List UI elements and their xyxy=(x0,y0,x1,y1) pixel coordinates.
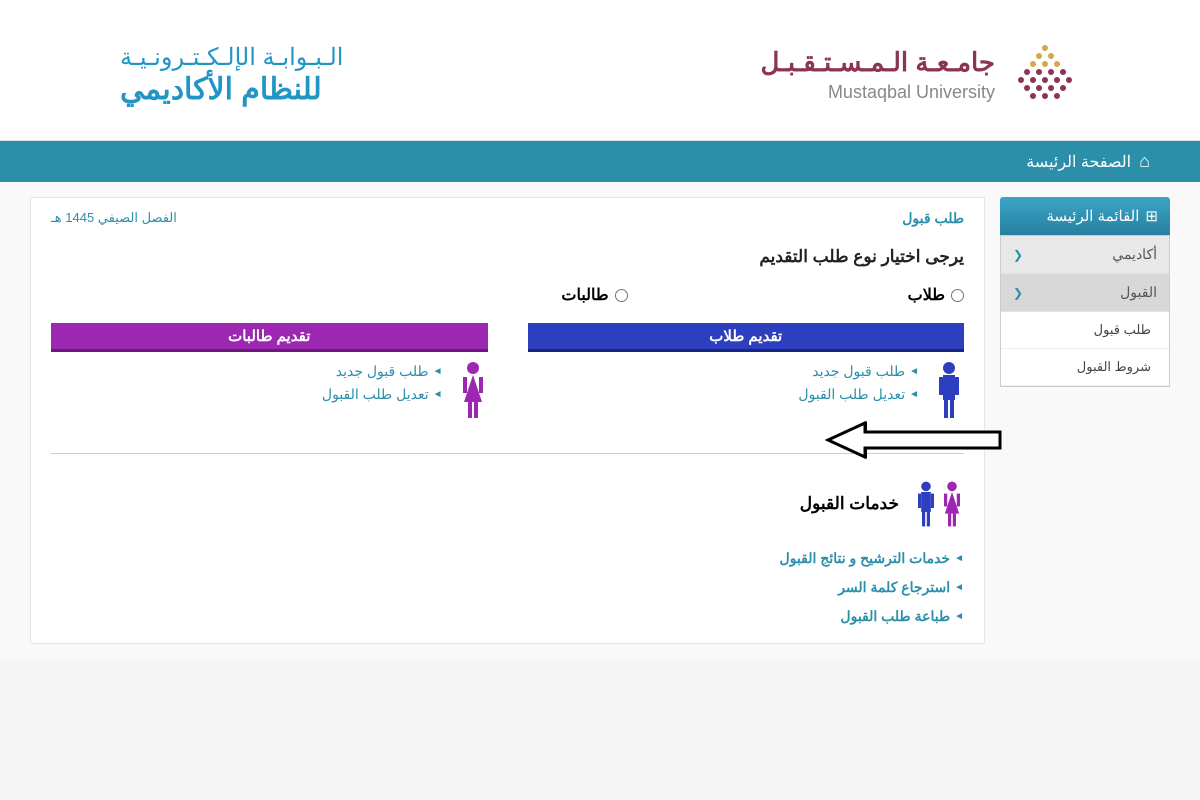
link-new-request-male[interactable]: ◄ طلب قبول جديد xyxy=(528,360,920,383)
portal-line1: الـبـوابـة الإلـكـتـرونـيـة xyxy=(120,43,343,72)
portal-line2: للنظام الأكاديمي xyxy=(120,72,343,107)
arrow-icon: ◄ xyxy=(433,366,443,377)
arrow-icon: ◄ xyxy=(909,389,919,400)
service-link-password[interactable]: ◄ استرجاع كلمة السر xyxy=(51,573,964,602)
sitemap-icon: ⊞ xyxy=(1145,207,1158,225)
radio-female-input[interactable] xyxy=(615,289,628,302)
arrow-icon: ◄ xyxy=(954,582,964,593)
portal-title: الـبـوابـة الإلـكـتـرونـيـة للنظام الأكا… xyxy=(120,43,343,107)
chevron-down-icon: ❮ xyxy=(1013,286,1023,300)
chevron-left-icon: ❮ xyxy=(1013,248,1023,262)
annotation-arrow-icon xyxy=(825,418,1005,462)
sidebar-subitem-request[interactable]: طلب قبول xyxy=(1001,312,1169,349)
male-person-icon xyxy=(934,360,964,420)
section-title: يرجى اختيار نوع طلب التقديم xyxy=(51,247,964,267)
sidebar-subitem-conditions[interactable]: شروط القبول xyxy=(1001,349,1169,386)
radio-male-input[interactable] xyxy=(951,289,964,302)
arrow-icon: ◄ xyxy=(954,553,964,564)
breadcrumb: طلب قبول xyxy=(902,210,964,227)
arrow-icon: ◄ xyxy=(909,366,919,377)
sidebar-label: أكاديمي xyxy=(1112,246,1157,263)
university-name-en: Mustaqbal University xyxy=(761,82,995,103)
university-name-ar: جامـعـة الـمـسـتـقـبـل xyxy=(761,47,995,78)
sidebar-header: ⊞ القائمة الرئيسة xyxy=(1000,197,1170,235)
sidebar-item-academic[interactable]: أكاديمي ❮ xyxy=(1001,236,1169,274)
arrow-icon: ◄ xyxy=(433,389,443,400)
panel-female: تقديم طالبات ◄ xyxy=(51,323,488,428)
panel-male-header: تقديم طلاب xyxy=(528,323,965,352)
home-icon[interactable]: ⌂ xyxy=(1139,151,1150,172)
university-logo-block: جامـعـة الـمـسـتـقـبـل Mustaqbal Univers… xyxy=(761,40,1080,110)
female-small-icon xyxy=(940,479,964,529)
sidebar-item-admission[interactable]: القبول ❮ xyxy=(1001,274,1169,312)
services-section: خدمات القبول ◄ خدمات الترشيح و نتائج الق… xyxy=(51,479,964,631)
radio-female-label: طالبات xyxy=(561,285,608,305)
panel-male: تقديم طلاب ◄ xyxy=(528,323,965,428)
sidebar-title: القائمة الرئيسة xyxy=(1046,207,1139,225)
link-edit-request-female[interactable]: ◄ تعديل طلب القبول xyxy=(51,383,443,406)
semester-label: الفصل الصيفي 1445 هـ xyxy=(51,210,177,227)
service-link-print[interactable]: ◄ طباعة طلب القبول xyxy=(51,602,964,631)
link-new-request-female[interactable]: ◄ طلب قبول جديد xyxy=(51,360,443,383)
radio-male-label: طلاب xyxy=(908,285,945,305)
radio-female-option[interactable]: طالبات xyxy=(561,285,627,305)
nav-home-link[interactable]: الصفحة الرئيسة xyxy=(1026,152,1131,172)
sidebar-label: القبول xyxy=(1120,284,1157,301)
service-link-results[interactable]: ◄ خدمات الترشيح و نتائج القبول xyxy=(51,544,964,573)
nav-bar: ⌂ الصفحة الرئيسة xyxy=(0,140,1200,182)
arrow-icon: ◄ xyxy=(954,611,964,622)
header: جامـعـة الـمـسـتـقـبـل Mustaqbal Univers… xyxy=(0,0,1200,140)
male-small-icon xyxy=(914,479,938,529)
services-title: خدمات القبول xyxy=(800,494,899,514)
logo-dots-icon xyxy=(1010,40,1080,110)
radio-male-option[interactable]: طلاب xyxy=(908,285,964,305)
female-person-icon xyxy=(458,360,488,420)
link-edit-request-male[interactable]: ◄ تعديل طلب القبول xyxy=(528,383,920,406)
panel-female-header: تقديم طالبات xyxy=(51,323,488,352)
sidebar: ⊞ القائمة الرئيسة أكاديمي ❮ القبول ❮ طلب… xyxy=(1000,197,1170,644)
